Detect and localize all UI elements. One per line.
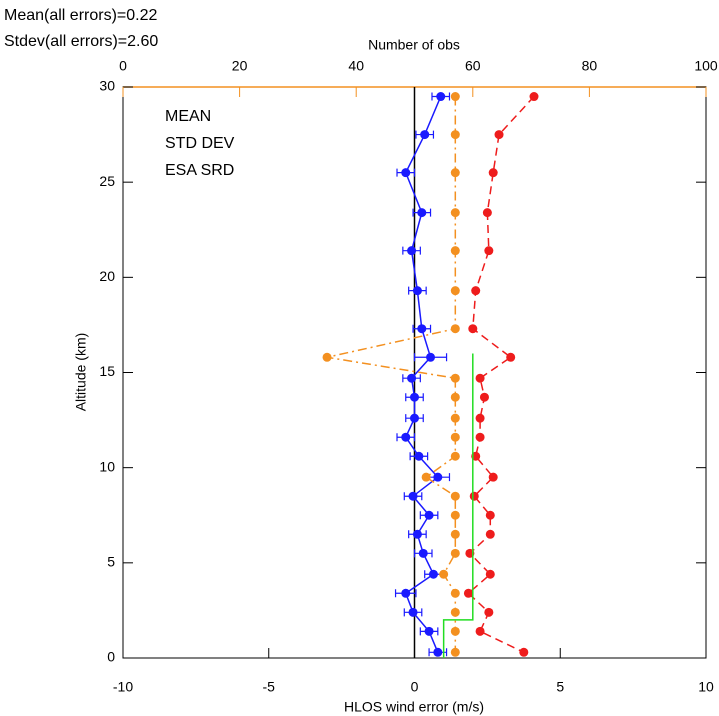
point (485, 569, 495, 579)
point (412, 529, 422, 539)
point (418, 548, 428, 558)
legend-entry: MEAN (165, 108, 211, 125)
point (450, 246, 460, 256)
point (529, 92, 539, 102)
point (424, 510, 434, 520)
point (433, 472, 443, 482)
point (485, 529, 495, 539)
x2-tick-label: 0 (119, 58, 127, 74)
point (420, 130, 430, 140)
point (450, 392, 460, 402)
point (401, 588, 411, 598)
x2-tick-label: 60 (465, 58, 481, 74)
legend-entry: ESA SRD (165, 162, 234, 179)
point (408, 491, 418, 501)
point (417, 324, 427, 334)
point (410, 392, 419, 402)
point (450, 413, 460, 423)
y-axis-label: Altitude (km) (73, 333, 89, 412)
point (494, 130, 504, 140)
point (433, 647, 443, 657)
point (450, 510, 460, 520)
point (450, 588, 460, 598)
point (469, 491, 479, 501)
point (401, 432, 411, 442)
point (506, 352, 516, 362)
point (450, 324, 460, 334)
point (488, 168, 498, 178)
point (463, 588, 473, 598)
point (450, 451, 460, 461)
point (450, 607, 460, 617)
x2-tick-label: 80 (582, 58, 598, 74)
point (450, 491, 460, 501)
point (450, 208, 460, 218)
y-tick-label: 20 (99, 268, 115, 284)
point (479, 392, 489, 402)
x-tick-label: 5 (556, 679, 564, 695)
point (410, 413, 419, 423)
x-tick-label: 10 (698, 679, 714, 695)
stat-stdev: Stdev(all errors)=2.60 (4, 33, 158, 50)
point (450, 647, 460, 657)
series-line (442, 353, 474, 658)
point (421, 472, 431, 482)
point (407, 246, 417, 256)
x-axis-label: HLOS wind error (m/s) (344, 699, 484, 715)
point (482, 208, 492, 218)
y-tick-label: 15 (99, 363, 115, 379)
point (439, 569, 449, 579)
point (322, 352, 332, 362)
point (475, 413, 485, 423)
stat-mean: Mean(all errors)=0.22 (4, 7, 158, 24)
point (475, 373, 485, 383)
y-tick-label: 5 (107, 554, 115, 570)
point (450, 626, 460, 636)
x2-tick-label: 100 (694, 58, 718, 74)
point (408, 607, 418, 617)
point (450, 548, 460, 558)
point (436, 92, 446, 102)
x-tick-label: -5 (263, 679, 276, 695)
point (426, 352, 436, 362)
x2-tick-label: 20 (232, 58, 248, 74)
point (412, 286, 422, 296)
x-tick-label: -10 (113, 679, 133, 695)
point (475, 626, 485, 636)
point (450, 529, 460, 539)
series-line (326, 96, 457, 653)
point (450, 92, 460, 102)
y-tick-label: 30 (99, 78, 115, 94)
x2-axis-label: Number of obs (368, 37, 460, 53)
point (407, 373, 417, 383)
legend-entry: STD DEV (165, 135, 235, 152)
point (485, 510, 495, 520)
point (450, 432, 460, 442)
point (488, 472, 498, 482)
point (468, 324, 478, 334)
point (484, 246, 494, 256)
point (519, 647, 529, 657)
point (417, 208, 427, 218)
point (414, 451, 424, 461)
y-tick-label: 0 (107, 649, 115, 665)
point (401, 168, 411, 178)
point (471, 286, 481, 296)
point (484, 607, 494, 617)
x2-tick-label: 40 (348, 58, 364, 74)
point (450, 130, 460, 140)
point (450, 373, 460, 383)
y-tick-label: 25 (99, 173, 115, 189)
y-tick-label: 10 (99, 458, 115, 474)
point (428, 569, 438, 579)
x-tick-label: 0 (411, 679, 419, 695)
point (450, 286, 460, 296)
point (475, 432, 485, 442)
point (450, 168, 460, 178)
point (424, 626, 434, 636)
